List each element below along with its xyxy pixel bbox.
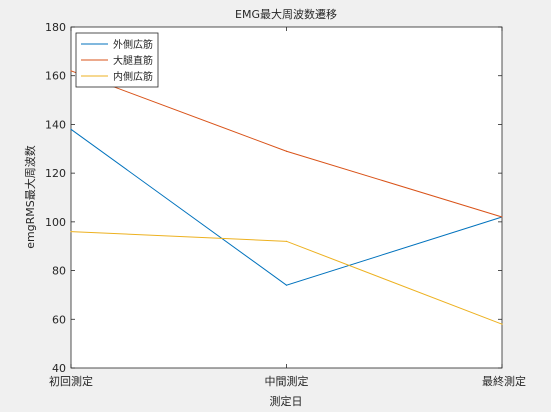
y-tick-label: 80 (52, 265, 66, 278)
data-point (501, 323, 503, 325)
data-point (285, 150, 288, 152)
y-tick-label: 160 (45, 70, 66, 83)
y-tick-label: 40 (52, 362, 66, 375)
legend-label: 大腿直筋 (113, 54, 153, 67)
data-point (70, 128, 72, 130)
data-point (501, 216, 503, 218)
y-tick-label: 140 (45, 118, 66, 131)
data-point (285, 284, 288, 286)
x-axis-label: 測定日 (270, 394, 303, 408)
y-tick-label: 180 (45, 21, 66, 34)
x-tick-label: 初回測定 (49, 374, 93, 388)
y-axis-label: emgRMS最大周波数 (23, 145, 37, 249)
legend-label: 内側広筋 (113, 70, 153, 83)
tick-layer: 40 60 80 100 120 140 160 180 初回測定 中間測定 最終測定 (45, 21, 526, 388)
y-tick-label: 120 (45, 167, 66, 180)
x-tick-label: 最終測定 (482, 374, 526, 388)
y-tick-label: 60 (52, 313, 66, 326)
data-point (70, 231, 72, 233)
data-point (70, 70, 72, 72)
y-tick-label: 100 (45, 216, 66, 229)
series-layer (70, 70, 503, 325)
x-tick-label: 中間測定 (265, 374, 309, 388)
legend-label: 外側広筋 (113, 38, 153, 51)
data-point (285, 240, 288, 242)
chart-title: EMG最大周波数遷移 (235, 7, 337, 21)
